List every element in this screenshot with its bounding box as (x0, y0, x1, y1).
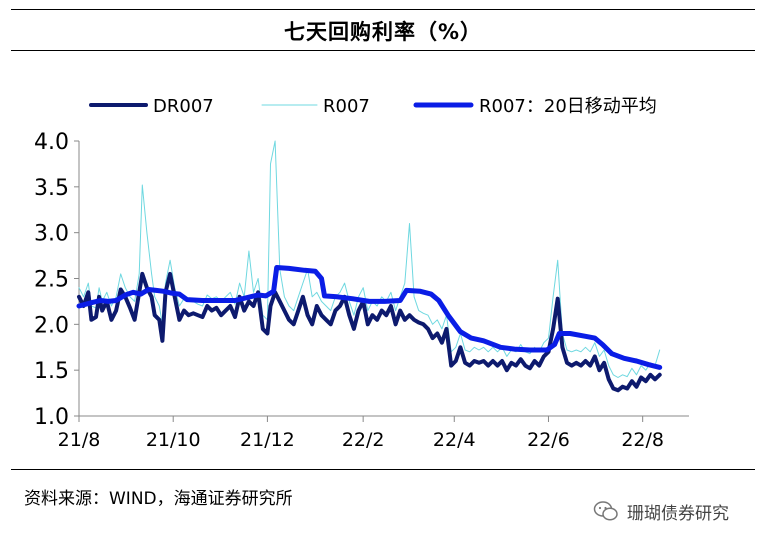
line-chart: DR007 R007 R007：20日移动平均 4.0 3.5 3.0 2.5 2.0 1.5… (34, 96, 689, 451)
wechat-icon (593, 501, 618, 521)
legend-label-0: DR007 (153, 96, 214, 117)
x-tick-label: 21/12 (240, 429, 295, 451)
chart-title: 七天回购利率（%） (283, 20, 483, 44)
x-axis: 21/8 21/10 21/12 22/2 22/4 22/6 22/8 (58, 415, 689, 451)
y-tick-label: 1.5 (34, 359, 69, 384)
watermark: 珊瑚债券研究 (593, 498, 729, 524)
x-tick-label: 22/4 (433, 429, 476, 451)
y-tick-label: 3.5 (34, 176, 69, 201)
title-rule (11, 50, 755, 51)
legend: DR007 R007 R007：20日移动平均 (89, 96, 657, 117)
x-tick-label: 22/6 (527, 429, 570, 451)
y-tick-label: 2.0 (34, 313, 69, 338)
y-tick-label: 2.5 (34, 268, 69, 293)
y-tick-label: 3.0 (34, 222, 69, 247)
x-tick-label: 22/8 (621, 429, 664, 451)
top-rule (11, 9, 755, 10)
x-tick-label: 21/8 (58, 429, 101, 451)
y-tick-label: 4.0 (34, 130, 69, 155)
y-tick-label: 1.0 (34, 405, 69, 430)
plot-area (76, 140, 663, 393)
x-tick-label: 21/10 (146, 429, 201, 451)
footer-rule (11, 469, 755, 470)
watermark-label: 珊瑚债券研究 (627, 503, 729, 524)
series-line-2 (76, 265, 663, 370)
legend-label-1: R007 (323, 96, 370, 117)
x-tick-label: 22/2 (342, 429, 385, 451)
y-axis: 4.0 3.5 3.0 2.5 2.0 1.5 1.0 (34, 130, 80, 430)
series-line-1 (78, 140, 661, 378)
legend-label-2: R007：20日移动平均 (479, 96, 657, 117)
source-note: 资料来源：WIND，海通证券研究所 (24, 489, 293, 509)
